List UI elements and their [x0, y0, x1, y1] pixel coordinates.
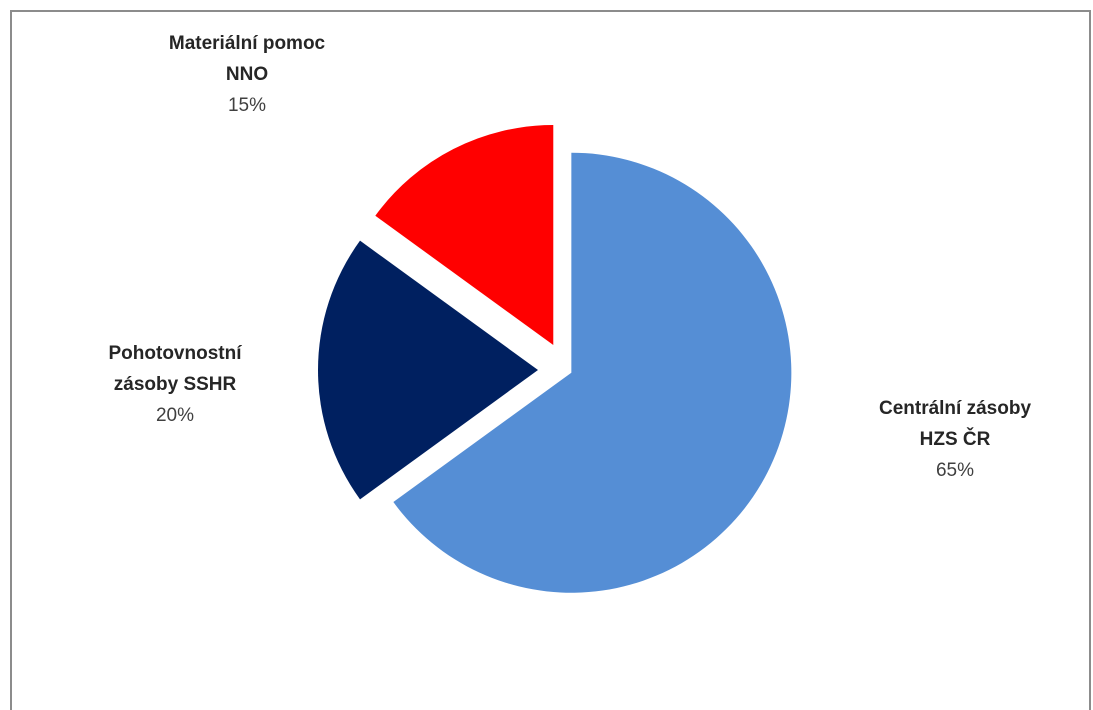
slice-label-1-line-1: Centrální zásoby — [879, 398, 1031, 419]
slice-label-3-line-2: NNO — [226, 64, 268, 85]
pie-slice-1 — [393, 152, 792, 593]
slice-value-label-3: 15% — [228, 95, 266, 116]
pie-slices — [318, 125, 792, 593]
slice-value-label-2: 20% — [156, 405, 194, 426]
slice-label-1-line-2: HZS ČR — [920, 428, 991, 450]
slice-value-label-1: 65% — [936, 460, 974, 481]
slice-label-2-line-2: zásoby SSHR — [114, 374, 237, 395]
slice-label-3-line-1: Materiální pomoc — [169, 33, 326, 54]
pie-slice-2 — [318, 240, 538, 500]
slice-label-2-line-1: Pohotovnostní — [109, 343, 243, 364]
pie-slice-3 — [375, 125, 554, 346]
slice-labels: Centrální zásoby HZS ČR 65% Pohotovnostní zá… — [109, 33, 1032, 481]
pie-chart: Centrální zásoby HZS ČR 65% Pohotovnostní zá… — [109, 33, 1032, 593]
